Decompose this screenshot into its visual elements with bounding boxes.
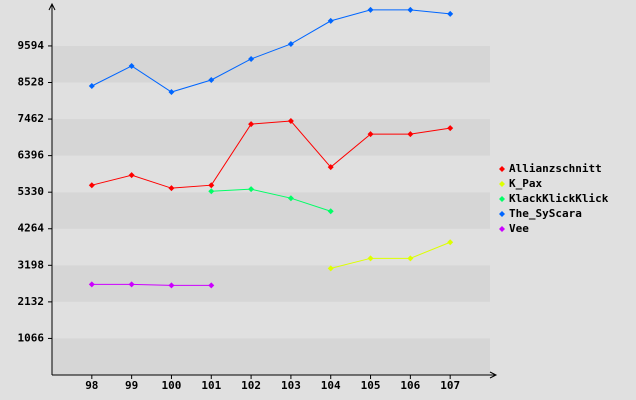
data-point bbox=[88, 82, 95, 89]
data-point bbox=[367, 6, 374, 13]
x-tick-label: 104 bbox=[321, 379, 341, 392]
data-point bbox=[367, 255, 374, 262]
y-tick-label: 3198 bbox=[18, 258, 45, 271]
data-point bbox=[248, 186, 255, 193]
data-point bbox=[287, 40, 294, 47]
y-tick-label: 5330 bbox=[18, 185, 45, 198]
data-point bbox=[407, 6, 414, 13]
data-point bbox=[367, 131, 374, 138]
legend-marker bbox=[499, 226, 505, 232]
x-tick-label: 100 bbox=[162, 379, 182, 392]
legend-label: KlackKlickKlick bbox=[509, 192, 609, 205]
legend-label: The_SyScara bbox=[509, 207, 582, 220]
y-tick-label: 4264 bbox=[18, 222, 45, 235]
y-tick-label: 2132 bbox=[18, 295, 45, 308]
data-point bbox=[128, 172, 135, 179]
legend-label: Allianzschnitt bbox=[509, 162, 602, 175]
data-point bbox=[168, 185, 175, 192]
y-tick-label: 8528 bbox=[18, 75, 45, 88]
x-tick-label: 99 bbox=[125, 379, 138, 392]
data-point bbox=[248, 121, 255, 128]
grid-band bbox=[52, 45, 490, 83]
legend-marker bbox=[499, 181, 505, 187]
data-point bbox=[208, 182, 215, 189]
data-point bbox=[447, 239, 454, 246]
legend-marker bbox=[499, 166, 505, 172]
data-point bbox=[128, 62, 135, 69]
data-point bbox=[168, 282, 175, 289]
data-point bbox=[407, 255, 414, 262]
grid-band bbox=[52, 82, 490, 120]
series-line bbox=[330, 241, 451, 269]
legend-label: Vee bbox=[509, 222, 529, 235]
series-line bbox=[91, 9, 451, 93]
data-point bbox=[128, 281, 135, 288]
y-tick-label: 9594 bbox=[18, 39, 45, 52]
grid-band bbox=[52, 8, 490, 46]
grid-band bbox=[52, 265, 490, 302]
x-tick-label: 103 bbox=[281, 379, 301, 392]
y-axis-arrow bbox=[48, 2, 56, 11]
x-tick-label: 105 bbox=[361, 379, 381, 392]
data-point bbox=[88, 281, 95, 288]
legend-label: K_Pax bbox=[509, 177, 542, 190]
data-point bbox=[287, 118, 294, 125]
grid-band bbox=[52, 338, 490, 375]
data-point bbox=[407, 131, 414, 138]
series-line bbox=[91, 283, 212, 286]
data-point bbox=[287, 195, 294, 202]
data-point bbox=[248, 55, 255, 62]
y-tick-label: 1066 bbox=[18, 331, 45, 344]
grid-band bbox=[52, 192, 490, 229]
data-point bbox=[327, 17, 334, 24]
data-point bbox=[447, 125, 454, 132]
data-point bbox=[327, 164, 334, 171]
y-tick-label: 6396 bbox=[18, 149, 45, 162]
x-tick-label: 102 bbox=[241, 379, 261, 392]
data-point bbox=[208, 282, 215, 289]
data-point bbox=[327, 208, 334, 215]
data-point bbox=[88, 182, 95, 189]
grid-band bbox=[52, 155, 490, 193]
grid-band bbox=[52, 301, 490, 339]
legend-marker bbox=[499, 196, 505, 202]
series-line bbox=[211, 188, 331, 212]
series-line bbox=[91, 120, 451, 189]
x-tick-label: 101 bbox=[201, 379, 221, 392]
x-tick-label: 107 bbox=[440, 379, 460, 392]
data-point bbox=[168, 89, 175, 96]
data-point bbox=[208, 76, 215, 83]
grid-band bbox=[52, 228, 490, 266]
y-tick-label: 7462 bbox=[18, 112, 45, 125]
x-axis-arrow bbox=[489, 371, 498, 379]
grid-band bbox=[52, 119, 490, 156]
legend-marker bbox=[499, 211, 505, 217]
data-point bbox=[327, 265, 334, 272]
data-point bbox=[447, 10, 454, 17]
x-tick-label: 106 bbox=[400, 379, 420, 392]
x-tick-label: 98 bbox=[85, 379, 98, 392]
data-point bbox=[208, 188, 215, 195]
